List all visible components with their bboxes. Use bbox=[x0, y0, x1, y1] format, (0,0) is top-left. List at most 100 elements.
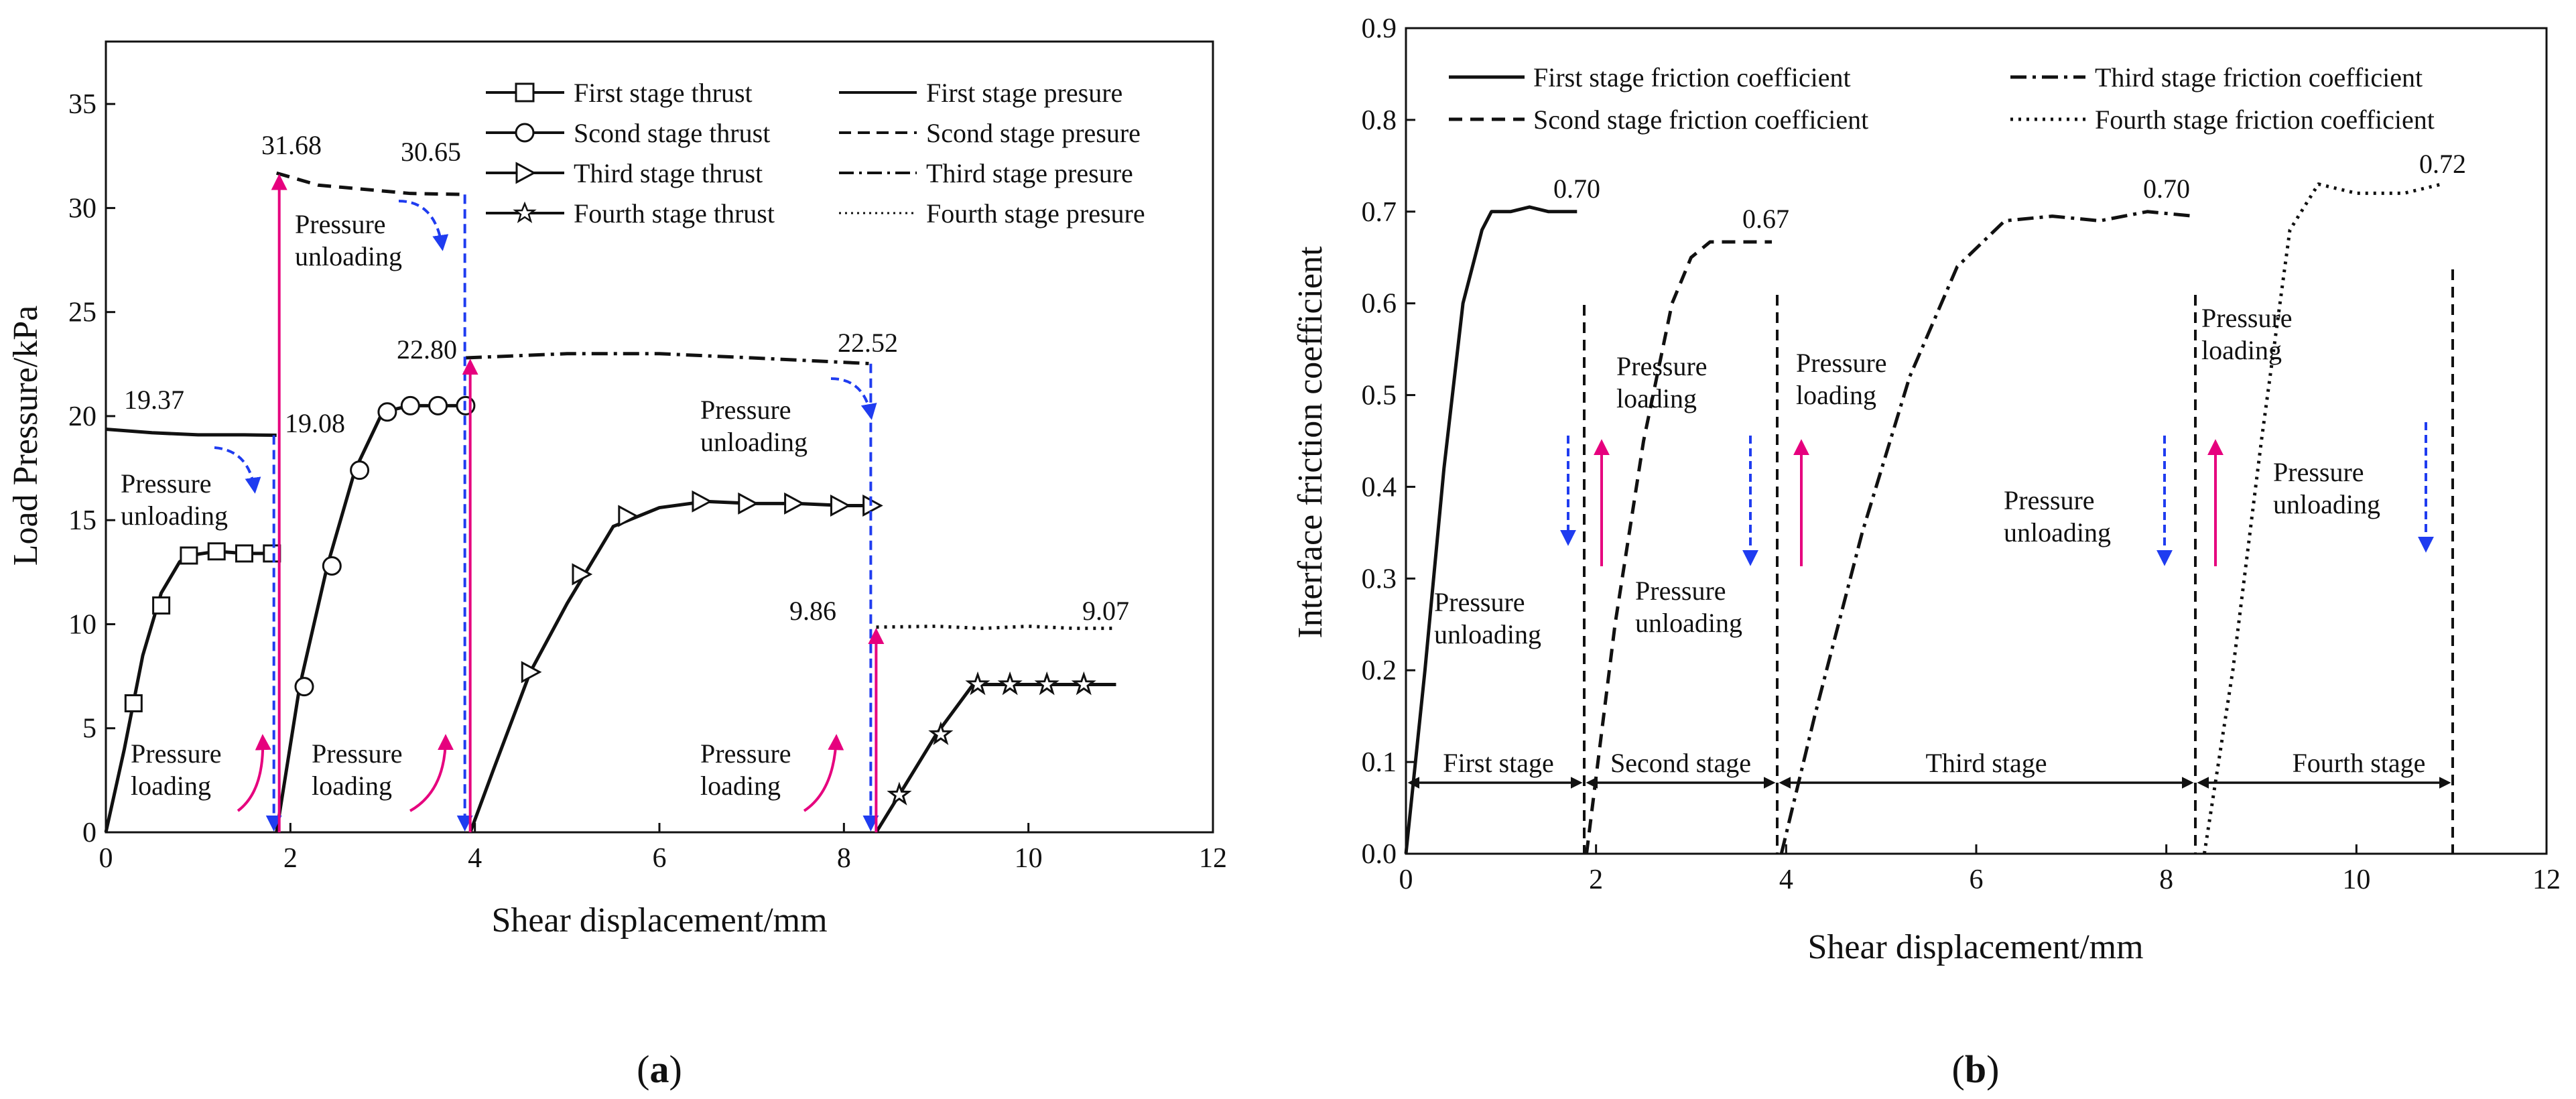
a-ytick-label: 20 bbox=[68, 401, 96, 432]
value-label-9-07: 9.07 bbox=[1082, 596, 1129, 626]
b-ytick-label: 0.5 bbox=[1362, 381, 1397, 411]
a-ytick-label: 30 bbox=[68, 193, 96, 224]
a-xtick-label: 2 bbox=[283, 843, 298, 874]
b-ytick-label: 0.4 bbox=[1362, 472, 1397, 503]
b-xtick-label: 10 bbox=[2342, 864, 2370, 895]
a-marker-square bbox=[180, 546, 198, 565]
a-marker-star bbox=[1034, 671, 1059, 696]
b-ytick-label: 0.7 bbox=[1362, 197, 1397, 228]
curved-unloading-arrow-3 bbox=[830, 377, 877, 420]
a-marker-circle bbox=[377, 402, 397, 422]
chart-a: 0 2 4 6 8 10 12 0 5 10 15 20 25 30 35 Shear displaceme… bbox=[7, 40, 1227, 1091]
chart-b-frame bbox=[1405, 27, 2548, 855]
legend-a-item-8: Fourth stage presure bbox=[926, 198, 1145, 229]
curved-unloading-arrow-1 bbox=[214, 446, 261, 494]
legend-star-marker bbox=[513, 201, 537, 223]
stage-label-fourth: Fourth stage bbox=[2293, 748, 2426, 778]
a-series-line-6 bbox=[275, 171, 466, 196]
legend-b-item-2: Scond stage friction coefficient bbox=[1533, 105, 1868, 135]
value-label-9-86: 9.86 bbox=[789, 596, 836, 626]
a-series-line-8 bbox=[876, 625, 1116, 631]
legend-b-item-3: Third stage friction coefficient bbox=[2095, 62, 2423, 92]
b-ytick-label: 0.6 bbox=[1362, 289, 1397, 320]
value-label-22-52: 22.52 bbox=[838, 328, 898, 358]
legend-a-item-7: Third stage presure bbox=[926, 158, 1133, 188]
a-marker-circle bbox=[294, 677, 314, 697]
legend-triangle-marker bbox=[515, 161, 537, 184]
value-label-b-0-72: 0.72 bbox=[2419, 149, 2466, 179]
b-xtick-label: 8 bbox=[2159, 864, 2173, 895]
a-marker-triangle bbox=[830, 494, 851, 517]
a-series-line-4 bbox=[875, 683, 1116, 834]
legend-a-item-5: First stage presure bbox=[926, 78, 1122, 108]
annotation-loading-3: Pressure loading bbox=[700, 738, 791, 801]
legend-b-item-1: First stage friction coefficient bbox=[1533, 62, 1851, 92]
b-xtick-label: 2 bbox=[1589, 864, 1603, 895]
chart-b-series bbox=[1404, 182, 2443, 854]
b-series-line-1 bbox=[1404, 205, 1577, 854]
a-marker-square bbox=[152, 596, 171, 615]
value-label-30-65: 30.65 bbox=[401, 137, 461, 167]
value-label-19-37: 19.37 bbox=[124, 385, 184, 415]
panel-label-a: (a) bbox=[637, 1047, 682, 1091]
value-label-19-08: 19.08 bbox=[285, 408, 345, 438]
a-series-line-1 bbox=[104, 550, 272, 833]
legend-a-item-3: Third stage thrust bbox=[574, 158, 763, 188]
a-ytick-label: 0 bbox=[82, 818, 96, 848]
b-annotation-loading-1: Pressure loading bbox=[1616, 351, 1708, 413]
b-ytick-label: 0.2 bbox=[1362, 655, 1397, 686]
value-label-22-80: 22.80 bbox=[397, 334, 457, 365]
value-label-31-68: 31.68 bbox=[261, 130, 322, 160]
curved-loading-arrow-1 bbox=[237, 734, 271, 812]
a-ytick-label: 10 bbox=[68, 609, 96, 640]
chart-b: 0 2 4 6 8 10 120.00.10.20.30.40.50.60.70.80.9 … bbox=[1291, 13, 2561, 1091]
b-annotation-loading-2: Pressure loading bbox=[1796, 348, 1887, 410]
b-xtick-label: 6 bbox=[1970, 864, 1984, 895]
a-xtick-label: 6 bbox=[653, 843, 667, 874]
chart-a-legend: First stage thrust Scond stage thrust Th… bbox=[486, 78, 1145, 229]
b-annotation-unloading-2: Pressure unloading bbox=[1635, 576, 1742, 638]
a-marker-star bbox=[928, 721, 954, 745]
a-marker-circle bbox=[400, 395, 420, 415]
chart-b-xlabel: Shear displacement/mm bbox=[1807, 928, 2143, 966]
b-xtick-label: 4 bbox=[1779, 864, 1793, 895]
curved-loading-arrow-3 bbox=[803, 734, 844, 812]
b-series-line-2 bbox=[1585, 240, 1773, 854]
b-ytick-label: 0.3 bbox=[1362, 564, 1397, 594]
legend-a-item-2: Scond stage thrust bbox=[574, 118, 770, 148]
legend-a-item-4: Fourth stage thrust bbox=[574, 198, 775, 229]
b-annotation-loading-3: Pressure loading bbox=[2201, 303, 2293, 365]
curved-unloading-arrow-2 bbox=[398, 200, 449, 251]
a-marker-triangle bbox=[618, 505, 639, 527]
b-annotation-unloading-3: Pressure unloading bbox=[2004, 485, 2111, 547]
a-marker-square bbox=[235, 544, 253, 563]
b-xtick-label: 0 bbox=[1399, 864, 1413, 895]
a-marker-circle bbox=[350, 460, 370, 480]
b-xtick-label: 12 bbox=[2532, 864, 2561, 895]
a-series-line-5 bbox=[105, 428, 277, 438]
a-marker-star bbox=[997, 671, 1023, 696]
a-xtick-label: 8 bbox=[837, 843, 851, 874]
a-marker-triangle bbox=[692, 490, 713, 513]
stage-label-third: Third stage bbox=[1925, 748, 2047, 778]
legend-a-item-6: Scond stage presure bbox=[926, 118, 1141, 148]
a-marker-triangle bbox=[784, 492, 805, 515]
chart-a-series bbox=[104, 171, 1116, 834]
a-series-line-3 bbox=[468, 499, 872, 833]
a-marker-triangle bbox=[572, 563, 593, 586]
a-marker-square bbox=[263, 544, 281, 563]
a-ytick-label: 5 bbox=[82, 714, 96, 745]
b-ytick-label: 0.8 bbox=[1362, 105, 1397, 136]
annotation-loading-2: Pressure loading bbox=[312, 738, 403, 801]
annotation-unloading-3: Pressure unloading bbox=[700, 395, 808, 457]
stage-label-first: First stage bbox=[1443, 748, 1554, 778]
chart-a-xlabel: Shear displacement/mm bbox=[491, 901, 827, 940]
legend-circle-marker bbox=[515, 123, 535, 143]
a-marker-circle bbox=[428, 395, 448, 415]
chart-b-ticks: 0 2 4 6 8 10 12 0.0 0.1 0.2 0.3 0.4 0.5 0.6 0.7 0.8 0.9 bbox=[1362, 13, 2561, 895]
a-marker-square bbox=[124, 694, 143, 712]
b-ytick-label: 0.9 bbox=[1362, 13, 1397, 44]
a-xtick-label: 10 bbox=[1015, 843, 1043, 874]
chart-b-ylabel: Interface friction coefficient bbox=[1291, 246, 1330, 639]
